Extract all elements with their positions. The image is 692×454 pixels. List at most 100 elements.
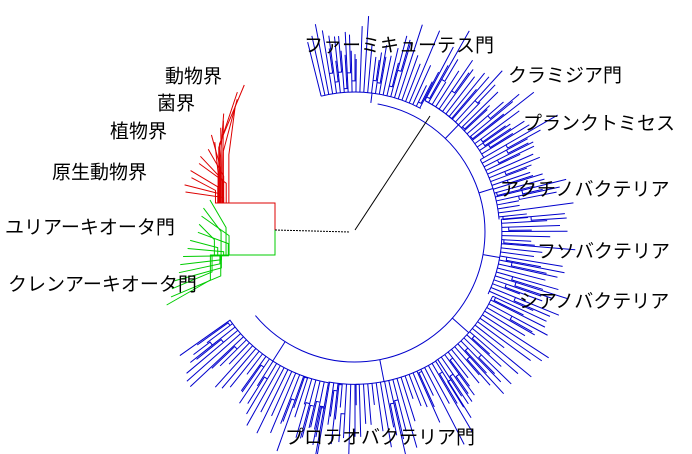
group-label: アクチノバクテリア	[500, 179, 669, 201]
leaf-branch	[506, 142, 529, 154]
root-branch	[274, 229, 351, 233]
group-label: プロテオバクテリア門	[285, 427, 475, 449]
group-label: シアノバクテリア	[519, 291, 669, 313]
leaf-branch	[389, 402, 398, 436]
leaf-branch	[211, 345, 238, 369]
leaf-branch	[501, 225, 561, 228]
leaf-branch	[348, 384, 352, 454]
leaf-branch	[497, 204, 520, 210]
leaf-branch	[447, 379, 465, 408]
group-label: ユリアーキオータ門	[5, 217, 175, 239]
leaf-branch	[404, 375, 414, 399]
leaf-branch	[355, 383, 360, 406]
leaf-branch	[500, 247, 543, 253]
leaf-branch	[327, 382, 335, 425]
leaf-branch	[186, 329, 239, 374]
leaf-branch	[477, 321, 531, 361]
leaf-branch	[311, 35, 326, 96]
leaf-branch	[303, 378, 313, 405]
group-label: ファーミキューテス門	[304, 35, 494, 57]
leaf-branch	[367, 383, 372, 425]
leaf-branch	[196, 322, 231, 346]
leaf-branch	[486, 307, 535, 336]
leaf-branch	[247, 376, 268, 404]
leaf-branch	[490, 167, 528, 183]
leaf-branch	[418, 371, 435, 408]
leaf-branch	[501, 239, 532, 242]
leaf-branch	[338, 413, 345, 443]
clade-arc	[255, 103, 486, 363]
branches	[166, 16, 576, 454]
leaf-branch	[442, 69, 474, 112]
leaf-branch	[333, 36, 341, 93]
leaf-branch	[514, 282, 553, 299]
leaf-branch	[476, 123, 511, 148]
leaf-branch	[339, 383, 343, 408]
leaf-branch	[498, 213, 527, 218]
leaf-branch	[189, 336, 244, 388]
leaf-branch	[312, 405, 325, 445]
leaf-branch	[498, 202, 574, 214]
leaf-branch	[308, 380, 321, 429]
leaf-branch	[478, 354, 496, 374]
leaf-branch	[293, 376, 308, 409]
leaf-branch	[310, 400, 321, 428]
leaf-branch	[329, 389, 338, 417]
leaf-branch	[499, 255, 563, 267]
leaf-branch	[431, 81, 447, 105]
leaf-branch	[408, 374, 422, 407]
leaf-branch	[451, 349, 480, 384]
leaf-branch	[472, 328, 532, 378]
leaf-branch	[334, 60, 339, 83]
leaf-branch	[187, 247, 240, 256]
leaf-branch	[497, 145, 535, 164]
leaf-branch	[408, 30, 441, 104]
leaf-branch	[498, 263, 558, 278]
leaf-branch	[485, 153, 521, 171]
leaf-branch	[431, 363, 474, 434]
leaf-branch	[328, 35, 337, 94]
leaf-branch	[367, 44, 373, 93]
leaf-branch	[466, 334, 502, 367]
clade-arc	[487, 219, 503, 295]
leaf-branch	[511, 276, 544, 290]
leaf-branch	[455, 373, 469, 395]
leaf-branch	[415, 85, 427, 107]
leaf-branch	[489, 290, 534, 312]
leaf-branch	[513, 297, 551, 317]
leaf-branch	[488, 156, 540, 179]
leaf-branch	[428, 30, 470, 103]
leaf-branch	[493, 173, 543, 190]
leaf-branch	[484, 310, 526, 337]
leaf-branch	[401, 55, 419, 101]
leaf-branch	[190, 326, 236, 363]
leaf-branch	[427, 365, 450, 404]
leaf-branch	[396, 378, 418, 448]
group-label: 植物界	[110, 121, 167, 143]
leaf-branch	[424, 367, 465, 445]
leaf-branch	[166, 254, 240, 306]
leaf-branch	[241, 364, 265, 393]
leaf-branch	[482, 314, 549, 359]
leaf-branch	[246, 365, 281, 426]
leaf-branch	[393, 399, 405, 440]
group-label: クレンアーキオータ門	[8, 274, 197, 296]
leaf-branch	[490, 299, 546, 328]
leaf-branch	[454, 346, 480, 376]
leaf-branch	[451, 76, 490, 120]
leaf-branch	[328, 48, 334, 75]
leaf-branch	[426, 65, 449, 100]
leaf-branch	[359, 26, 363, 93]
leaf-branch	[196, 338, 224, 360]
leaf-branch	[460, 340, 502, 383]
leaf-branch	[390, 35, 408, 97]
leaf-branch	[506, 175, 534, 184]
leaf-branch	[462, 105, 491, 130]
leaf-branch	[338, 35, 343, 73]
leaf-branch	[492, 295, 547, 322]
leaf-branch	[313, 381, 325, 430]
leaf-branch	[471, 335, 491, 355]
leaf-branch	[240, 356, 267, 392]
